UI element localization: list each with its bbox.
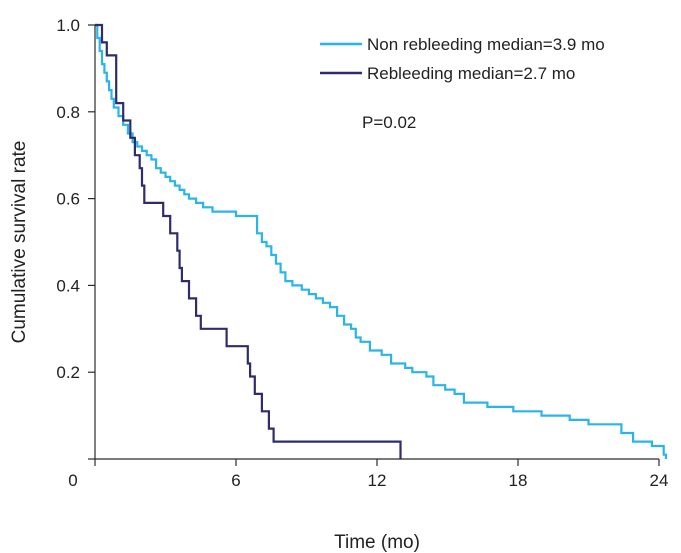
- y-tick-label: 0.6: [56, 190, 80, 209]
- y-tick-label: 0.2: [56, 363, 80, 382]
- p-value-annotation: P=0.02: [362, 113, 416, 132]
- plot-series-layer: [95, 23, 668, 459]
- series-line-rebleeding: [95, 23, 402, 459]
- y-tick-label: 1.0: [56, 16, 80, 35]
- x-axis-title: Time (mo): [334, 532, 420, 553]
- y-tick-label: 0.8: [56, 103, 80, 122]
- y-tick-label: 0.4: [56, 276, 80, 295]
- axes-layer: [94, 25, 659, 460]
- ticks-layer: 0 6 12 18 24 0.2 0.4 0.6 0.8 1.0: [56, 16, 668, 490]
- series-line-non-rebleeding: [95, 23, 668, 459]
- x-tick-label: 18: [509, 471, 528, 490]
- legend-label: Non rebleeding median=3.9 mo: [367, 35, 605, 54]
- x-tick-label: 0: [68, 471, 77, 490]
- legend: Non rebleeding median=3.9 mo Rebleeding m…: [320, 35, 605, 83]
- legend-label: Rebleeding median=2.7 mo: [367, 64, 575, 83]
- x-tick-label: 24: [650, 471, 669, 490]
- y-axis-title: Cumulative survival rate: [9, 141, 30, 344]
- x-tick-label: 6: [231, 471, 240, 490]
- x-tick-label: 12: [368, 471, 387, 490]
